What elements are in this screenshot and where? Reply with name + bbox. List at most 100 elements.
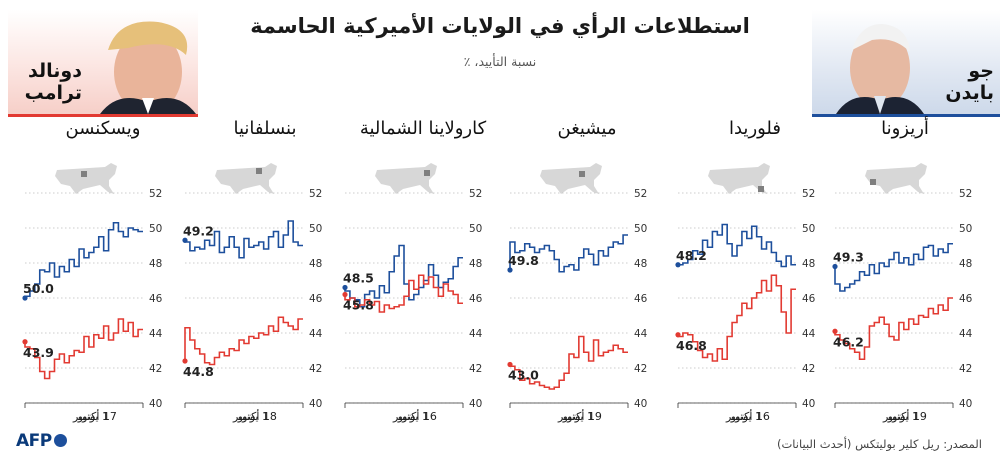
y-tick-label: 40 — [309, 398, 322, 410]
y-tick-label: 48 — [469, 258, 482, 270]
biden-line — [678, 223, 796, 268]
y-tick-label: 42 — [149, 363, 162, 375]
y-tick-label: 44 — [469, 328, 483, 340]
biden-line — [24, 221, 143, 298]
end-value-label: 49.3 — [833, 250, 864, 265]
afp-logo-text: AFP — [16, 431, 52, 451]
end-point — [22, 339, 28, 345]
state-highlight-icon — [579, 171, 585, 177]
x-end-label: 16 أكتوبر — [392, 409, 437, 423]
biden-portrait-icon — [836, 24, 924, 114]
end-point — [182, 358, 188, 364]
trump-line — [344, 274, 463, 313]
end-point — [182, 237, 188, 243]
biden-line — [834, 242, 953, 292]
state-title-michigan: ميشيغن — [557, 118, 617, 139]
y-tick-label: 52 — [959, 188, 972, 200]
end-value-label: 48.5 — [343, 271, 374, 286]
us-map-icon — [540, 163, 602, 194]
y-tick-label: 44 — [309, 328, 323, 340]
end-point — [832, 263, 838, 270]
end-value-label: 43.0 — [508, 368, 539, 383]
end-point — [22, 295, 28, 301]
trump-first-name: دونالد — [28, 60, 82, 82]
end-point — [342, 291, 348, 298]
y-tick-label: 42 — [309, 363, 322, 375]
state-title-florida: فلوريدا — [728, 118, 781, 139]
y-tick-label: 52 — [634, 188, 647, 200]
y-tick-label: 46 — [634, 293, 648, 305]
state-title-wisconsin: ويسكنسن — [65, 118, 141, 139]
end-point — [507, 361, 513, 368]
y-tick-label: 50 — [469, 223, 482, 235]
y-tick-label: 44 — [149, 328, 163, 340]
x-end-label: 18 أكتوبر — [232, 409, 277, 423]
state-highlight-icon — [424, 170, 430, 176]
chart-subtitle: نسبة التأييد، ٪ — [463, 54, 537, 69]
end-value-label: 43.9 — [23, 345, 54, 360]
end-value-label: 48.2 — [676, 248, 707, 263]
y-tick-label: 46 — [149, 293, 163, 305]
y-tick-label: 44 — [634, 328, 648, 340]
trump-last-name: ترامب — [24, 82, 82, 104]
end-point — [507, 267, 513, 273]
x-end-label: 19 أكتوبر — [882, 409, 927, 423]
y-tick-label: 52 — [469, 188, 482, 200]
y-tick-label: 42 — [802, 363, 815, 375]
afp-logo-dot-icon — [53, 434, 67, 447]
x-start-label: 1 يونيو — [887, 410, 919, 423]
x-end-label: 17 أكتوبر — [72, 409, 117, 423]
y-tick-label: 46 — [469, 293, 483, 305]
y-tick-label: 44 — [959, 328, 973, 340]
source-note: المصدر: ريل كلير بوليتكس (أحدث البيانات) — [776, 437, 982, 451]
y-tick-label: 46 — [959, 293, 973, 305]
us-map-icon — [865, 163, 927, 194]
y-tick-label: 40 — [149, 398, 162, 410]
y-tick-label: 48 — [309, 258, 322, 270]
y-tick-label: 44 — [802, 328, 816, 340]
state-title-north-carolina: كارولاينا الشمالية — [359, 118, 487, 139]
trump-line — [184, 316, 303, 366]
y-tick-label: 40 — [634, 398, 647, 410]
trump-line — [509, 335, 628, 390]
biden-last-name: بايدن — [945, 82, 994, 104]
x-start-label: 1 يونيو — [562, 410, 594, 423]
y-tick-label: 50 — [634, 223, 647, 235]
trump-portrait-icon — [100, 21, 196, 114]
y-tick-label: 42 — [959, 363, 972, 375]
end-value-label: 49.8 — [508, 253, 539, 268]
state-highlight-icon — [81, 171, 87, 177]
biden-first-name: جو — [968, 60, 994, 82]
trump-line — [677, 274, 796, 362]
end-value-label: 50.0 — [23, 281, 54, 296]
y-tick-label: 50 — [309, 223, 322, 235]
end-value-label: 45.8 — [343, 298, 374, 313]
x-start-label: 1 يونيو — [237, 410, 269, 423]
end-value-label: 46.8 — [676, 338, 707, 353]
biden-line — [509, 234, 628, 273]
y-tick-label: 50 — [959, 223, 972, 235]
y-tick-label: 40 — [802, 398, 815, 410]
biden-line — [184, 220, 303, 259]
y-tick-label: 46 — [802, 293, 816, 305]
y-tick-label: 42 — [634, 363, 647, 375]
y-tick-label: 50 — [802, 223, 815, 235]
end-point — [832, 328, 838, 334]
biden-name: جو بايدن — [934, 60, 994, 104]
y-tick-label: 52 — [149, 188, 162, 200]
trump-line — [834, 297, 953, 361]
end-value-label: 44.8 — [183, 364, 214, 379]
trump-line — [24, 318, 143, 380]
chart-title: استطلاعات الرأي في الولايات الأميركية ال… — [250, 14, 750, 38]
state-highlight-icon — [256, 168, 262, 174]
end-value-label: 46.2 — [833, 334, 864, 349]
x-start-label: 1 يونيو — [397, 410, 429, 423]
trump-name: دونالد ترامب — [18, 60, 82, 104]
biden-card: جو بايدن — [812, 10, 1000, 117]
y-tick-label: 48 — [959, 258, 972, 270]
y-tick-label: 52 — [309, 188, 322, 200]
afp-logo: AFP — [16, 431, 67, 451]
x-end-label: 19 أكتوبر — [557, 409, 602, 423]
end-point — [675, 332, 681, 338]
state-highlight-icon — [758, 186, 764, 192]
